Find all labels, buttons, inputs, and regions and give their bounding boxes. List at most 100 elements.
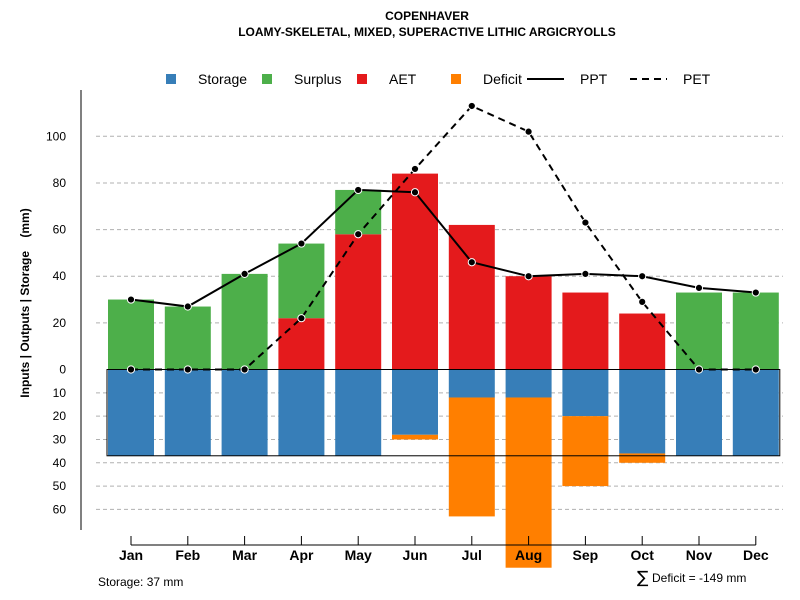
y-tick-label: 40	[53, 456, 67, 470]
legend-label: PET	[683, 71, 711, 87]
bar-aet	[335, 234, 382, 370]
ppt-point	[183, 302, 192, 311]
bar-aet	[392, 173, 438, 370]
bar-deficit	[448, 397, 495, 517]
lines	[126, 101, 760, 374]
storage-note: Storage: 37 mm	[98, 575, 183, 589]
bar-storage	[108, 369, 154, 456]
ppt-point	[751, 288, 760, 297]
bar-surplus	[278, 243, 325, 319]
ppt-point	[524, 272, 533, 281]
pet-point	[751, 365, 760, 374]
pet-point	[524, 127, 533, 136]
y-tick-label: 30	[53, 432, 67, 446]
ppt-point	[581, 269, 590, 278]
bar-storage	[278, 369, 325, 456]
ppt-point	[694, 283, 704, 292]
legend-label: Storage	[198, 71, 247, 87]
legend-label: AET	[389, 71, 417, 87]
bar-surplus	[221, 273, 268, 370]
bar-aet	[505, 276, 552, 370]
bar-surplus	[676, 292, 722, 370]
legend-label: PPT	[580, 71, 608, 87]
y-tick-label: 60	[53, 502, 67, 516]
y-tick-label: 50	[53, 479, 67, 493]
ppt-point	[240, 269, 249, 278]
ppt-point	[410, 188, 420, 197]
bar-aet	[562, 292, 609, 370]
bar-storage	[448, 369, 495, 398]
pet-point	[240, 365, 249, 374]
legend-item-storage: Storage	[166, 71, 247, 87]
y-tick-label: 100	[46, 129, 66, 143]
ppt-point	[297, 239, 306, 248]
x-tick-label: Dec	[743, 547, 769, 563]
bar-storage	[392, 369, 438, 435]
bar-deficit	[619, 453, 666, 463]
bar-deficit	[392, 434, 438, 440]
bar-deficit	[562, 416, 609, 487]
bar-surplus	[108, 299, 154, 370]
legend-swatch	[262, 74, 272, 84]
bar-surplus	[335, 189, 382, 235]
x-tick-label: May	[345, 547, 372, 563]
bar-storage	[619, 369, 666, 454]
bars	[108, 173, 779, 568]
pet-point	[183, 365, 192, 374]
pet-point	[410, 164, 420, 174]
ppt-point	[126, 295, 136, 304]
chart-subtitle: LOAMY-SKELETAL, MIXED, SUPERACTIVE LITHI…	[238, 25, 616, 39]
legend-item-aet: AET	[357, 71, 417, 87]
pet-point	[126, 365, 136, 374]
y-tick-label: 0	[59, 363, 66, 377]
chart-title: COPENHAVER	[385, 9, 469, 23]
bar-aet	[278, 318, 325, 370]
legend-swatch	[451, 74, 461, 84]
y-tick-label: 60	[53, 223, 67, 237]
legend-item-pet: PET	[630, 71, 711, 87]
axes: 100 80 60 40 20 0 10 20 30 40 50 60 Jan Feb Mar Apr May J…	[46, 90, 769, 563]
x-tick-label: Aug	[515, 547, 542, 563]
legend-swatch	[166, 74, 176, 84]
bar-storage	[676, 369, 722, 456]
y-tick-label: 10	[53, 386, 67, 400]
x-tick-label: Mar	[232, 547, 257, 563]
bar-surplus	[164, 306, 211, 370]
pet-point	[581, 218, 590, 227]
x-tick-label: Nov	[686, 547, 713, 563]
legend-item-deficit: Deficit	[451, 71, 522, 87]
sigma-symbol: ∑	[637, 568, 649, 588]
y-tick-label: 40	[53, 269, 67, 283]
pet-point	[638, 297, 647, 306]
x-tick-label: Sep	[573, 547, 599, 563]
bar-storage	[562, 369, 609, 417]
x-tick-label: Jun	[403, 547, 428, 563]
bar-storage	[505, 369, 552, 398]
bar-storage	[335, 369, 382, 456]
pet-point	[354, 230, 363, 239]
bar-surplus	[732, 292, 779, 370]
bar-storage	[164, 369, 211, 456]
storage-frame	[106, 369, 781, 457]
x-tick-label: Jul	[462, 547, 482, 563]
bar-aet	[448, 224, 495, 370]
y-tick-label: 20	[53, 409, 67, 423]
x-tick-label: Feb	[175, 547, 200, 563]
ppt-line	[130, 188, 756, 308]
ppt-point	[354, 185, 363, 195]
y-tick-label: 80	[53, 176, 67, 190]
pet-point	[467, 101, 476, 111]
bar-storage	[221, 369, 268, 456]
y-axis-label: Inputs | Outputs | Storage (mm)	[18, 208, 32, 397]
storage-capacity-frame	[106, 369, 781, 457]
legend-item-surplus: Surplus	[262, 71, 341, 87]
deficit-note: Deficit = -149 mm	[652, 571, 746, 585]
pet-line	[131, 104, 756, 371]
y-tick-label: 20	[53, 316, 67, 330]
legend: Storage Surplus AET Deficit PPT PET	[166, 71, 711, 87]
legend-swatch	[357, 74, 367, 84]
legend-item-ppt: PPT	[527, 71, 608, 87]
x-tick-label: Apr	[289, 547, 314, 563]
pet-point	[694, 365, 704, 374]
